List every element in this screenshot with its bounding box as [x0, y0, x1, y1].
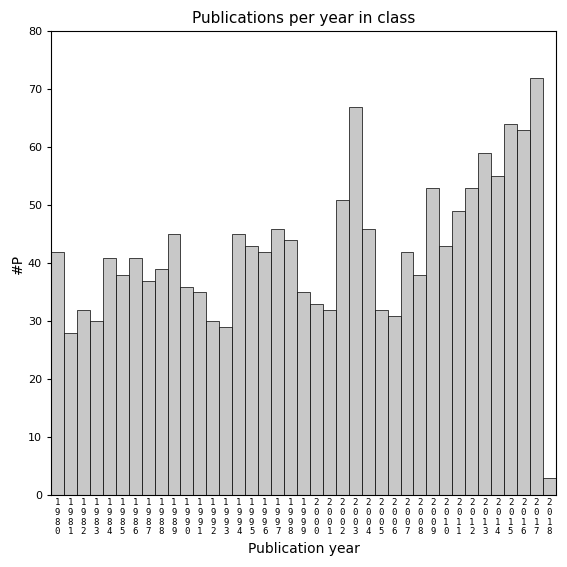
- Bar: [77, 310, 90, 496]
- Bar: [400, 252, 413, 496]
- Bar: [219, 327, 232, 496]
- Bar: [310, 304, 323, 496]
- Bar: [180, 287, 193, 496]
- Bar: [284, 240, 297, 496]
- Bar: [504, 124, 517, 496]
- Bar: [543, 478, 556, 496]
- Bar: [129, 257, 142, 496]
- Bar: [245, 246, 258, 496]
- Bar: [478, 153, 491, 496]
- Bar: [336, 200, 349, 496]
- Bar: [232, 234, 245, 496]
- Bar: [155, 269, 167, 496]
- Bar: [297, 293, 310, 496]
- Bar: [206, 321, 219, 496]
- Bar: [466, 188, 478, 496]
- Bar: [167, 234, 180, 496]
- Bar: [426, 188, 439, 496]
- Title: Publications per year in class: Publications per year in class: [192, 11, 415, 26]
- Bar: [116, 275, 129, 496]
- Bar: [271, 229, 284, 496]
- Bar: [439, 246, 452, 496]
- Bar: [103, 257, 116, 496]
- Bar: [452, 211, 466, 496]
- Bar: [64, 333, 77, 496]
- Bar: [413, 275, 426, 496]
- Bar: [491, 176, 504, 496]
- Bar: [530, 78, 543, 496]
- Bar: [193, 293, 206, 496]
- X-axis label: Publication year: Publication year: [248, 542, 359, 556]
- Bar: [51, 252, 64, 496]
- Bar: [323, 310, 336, 496]
- Bar: [388, 316, 400, 496]
- Bar: [142, 281, 155, 496]
- Bar: [349, 107, 362, 496]
- Bar: [517, 130, 530, 496]
- Bar: [375, 310, 388, 496]
- Bar: [90, 321, 103, 496]
- Bar: [258, 252, 271, 496]
- Bar: [362, 229, 375, 496]
- Y-axis label: #P: #P: [11, 253, 25, 273]
